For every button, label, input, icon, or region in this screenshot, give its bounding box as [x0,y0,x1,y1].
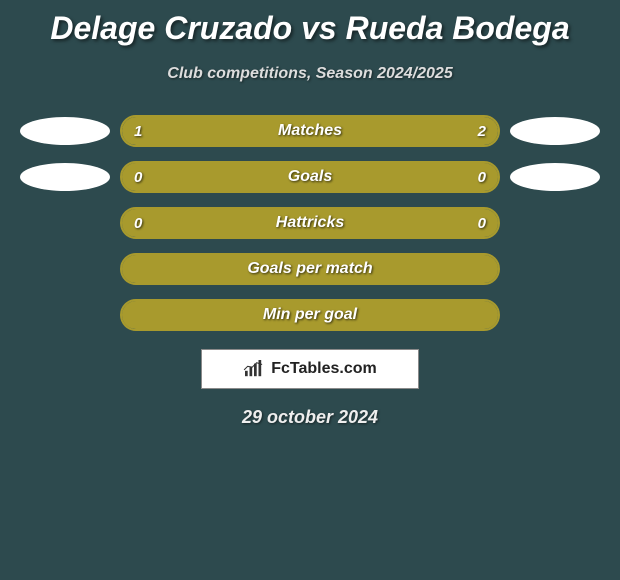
subtitle: Club competitions, Season 2024/2025 [0,65,620,83]
stat-value-left: 0 [134,215,142,232]
stat-row-goals-per-match: Goals per match [10,253,610,285]
chart-icon [243,360,265,378]
page-title: Delage Cruzado vs Rueda Bodega [0,0,620,47]
stat-bar-goals: 0 Goals 0 [120,161,500,193]
stat-label: Min per goal [263,306,357,324]
badge-slot-right [500,117,610,145]
team-badge-left [20,163,110,191]
stat-value-left: 1 [134,123,142,140]
stat-bar-min-per-goal: Min per goal [120,299,500,331]
stat-row-matches: 1 Matches 2 [10,115,610,147]
stat-value-right: 0 [478,169,486,186]
stat-bar-goals-per-match: Goals per match [120,253,500,285]
stat-value-right: 2 [478,123,486,140]
stat-value-left: 0 [134,169,142,186]
stats-container: 1 Matches 2 0 Goals 0 0 Hattricks 0 [0,115,620,331]
badge-slot-left [10,163,120,191]
stat-label: Goals per match [247,260,372,278]
date-line: 29 october 2024 [0,407,620,428]
stat-bar-matches: 1 Matches 2 [120,115,500,147]
stat-row-hattricks: 0 Hattricks 0 [10,207,610,239]
stat-row-min-per-goal: Min per goal [10,299,610,331]
stat-label: Matches [278,122,342,140]
logo-text: FcTables.com [271,360,377,378]
logo-block[interactable]: FcTables.com [201,349,419,389]
stat-label: Goals [288,168,332,186]
stat-label: Hattricks [276,214,344,232]
stat-row-goals: 0 Goals 0 [10,161,610,193]
logo-inner: FcTables.com [243,360,377,378]
team-badge-right [510,163,600,191]
stat-bar-hattricks: 0 Hattricks 0 [120,207,500,239]
team-badge-left [20,117,110,145]
stat-value-right: 0 [478,215,486,232]
team-badge-right [510,117,600,145]
badge-slot-right [500,163,610,191]
badge-slot-left [10,117,120,145]
